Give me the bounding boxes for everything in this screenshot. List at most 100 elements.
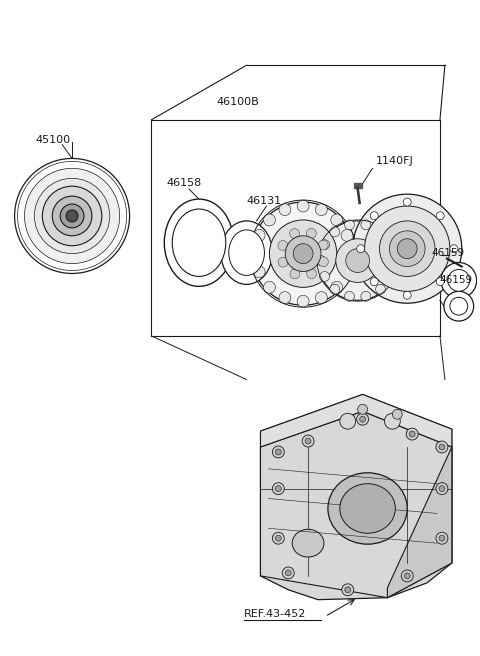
Circle shape	[289, 228, 300, 239]
Circle shape	[272, 532, 284, 544]
Circle shape	[302, 435, 314, 447]
Ellipse shape	[164, 199, 234, 287]
Polygon shape	[387, 447, 452, 598]
Circle shape	[389, 256, 399, 266]
Text: 46158: 46158	[166, 178, 202, 188]
Circle shape	[24, 169, 120, 264]
Circle shape	[403, 198, 411, 206]
Circle shape	[345, 587, 351, 593]
Circle shape	[331, 214, 343, 226]
Circle shape	[450, 245, 458, 253]
Circle shape	[436, 441, 448, 453]
Circle shape	[318, 240, 328, 250]
Circle shape	[279, 292, 291, 304]
Circle shape	[436, 483, 448, 495]
Circle shape	[345, 291, 354, 301]
Circle shape	[384, 413, 400, 429]
Circle shape	[389, 231, 425, 266]
Circle shape	[406, 428, 418, 440]
Circle shape	[315, 204, 327, 216]
Circle shape	[52, 196, 92, 236]
Circle shape	[297, 200, 309, 212]
Text: 45100: 45100	[36, 134, 71, 144]
Circle shape	[448, 270, 470, 291]
Circle shape	[35, 178, 110, 254]
Circle shape	[330, 284, 340, 294]
Circle shape	[250, 248, 262, 260]
Circle shape	[436, 277, 444, 285]
Circle shape	[276, 449, 281, 455]
Polygon shape	[261, 411, 452, 600]
Circle shape	[305, 438, 311, 444]
Circle shape	[345, 248, 357, 260]
Circle shape	[403, 291, 411, 299]
Circle shape	[375, 227, 385, 237]
Circle shape	[404, 573, 410, 579]
Circle shape	[353, 194, 462, 303]
Circle shape	[285, 570, 291, 576]
Circle shape	[365, 206, 450, 291]
Circle shape	[293, 244, 313, 264]
Circle shape	[357, 245, 365, 253]
Circle shape	[439, 485, 445, 491]
Circle shape	[370, 212, 378, 220]
Circle shape	[279, 204, 291, 216]
Circle shape	[397, 239, 417, 258]
Circle shape	[357, 413, 369, 425]
Circle shape	[370, 277, 378, 285]
Ellipse shape	[328, 473, 407, 544]
Circle shape	[450, 297, 468, 315]
Circle shape	[14, 159, 130, 274]
Circle shape	[320, 239, 330, 250]
Circle shape	[340, 413, 356, 429]
Circle shape	[401, 570, 413, 582]
Circle shape	[276, 535, 281, 541]
Circle shape	[285, 236, 321, 272]
Circle shape	[252, 202, 355, 305]
Circle shape	[361, 220, 371, 230]
Circle shape	[375, 284, 385, 294]
Circle shape	[341, 230, 353, 241]
Circle shape	[316, 256, 326, 266]
Circle shape	[297, 295, 309, 307]
Ellipse shape	[340, 483, 396, 533]
Ellipse shape	[292, 529, 324, 557]
Circle shape	[282, 567, 294, 579]
Circle shape	[272, 483, 284, 495]
Circle shape	[409, 431, 415, 437]
Polygon shape	[261, 394, 452, 447]
Text: 1140FJ: 1140FJ	[375, 156, 413, 167]
Ellipse shape	[221, 221, 272, 284]
Circle shape	[331, 281, 343, 293]
Circle shape	[253, 230, 265, 241]
Circle shape	[320, 272, 330, 281]
Circle shape	[318, 221, 397, 300]
Polygon shape	[354, 183, 361, 188]
Text: 46159: 46159	[439, 276, 472, 285]
Text: REF.43-452: REF.43-452	[244, 609, 306, 619]
Circle shape	[345, 220, 354, 230]
Circle shape	[380, 221, 435, 276]
Circle shape	[436, 532, 448, 544]
Circle shape	[278, 257, 288, 267]
Text: 46100B: 46100B	[217, 97, 260, 107]
Circle shape	[441, 262, 477, 298]
Circle shape	[42, 186, 102, 246]
Circle shape	[307, 269, 317, 279]
Circle shape	[253, 266, 265, 277]
Circle shape	[264, 214, 276, 226]
Circle shape	[18, 161, 127, 270]
Ellipse shape	[172, 209, 226, 276]
Circle shape	[60, 204, 84, 228]
Circle shape	[336, 239, 380, 282]
Circle shape	[358, 404, 368, 415]
Circle shape	[306, 228, 316, 238]
Circle shape	[66, 210, 78, 222]
Circle shape	[264, 281, 276, 293]
Circle shape	[360, 417, 366, 422]
Circle shape	[341, 266, 353, 277]
Circle shape	[436, 212, 444, 220]
Circle shape	[444, 291, 474, 321]
Circle shape	[346, 249, 370, 272]
Circle shape	[272, 446, 284, 458]
